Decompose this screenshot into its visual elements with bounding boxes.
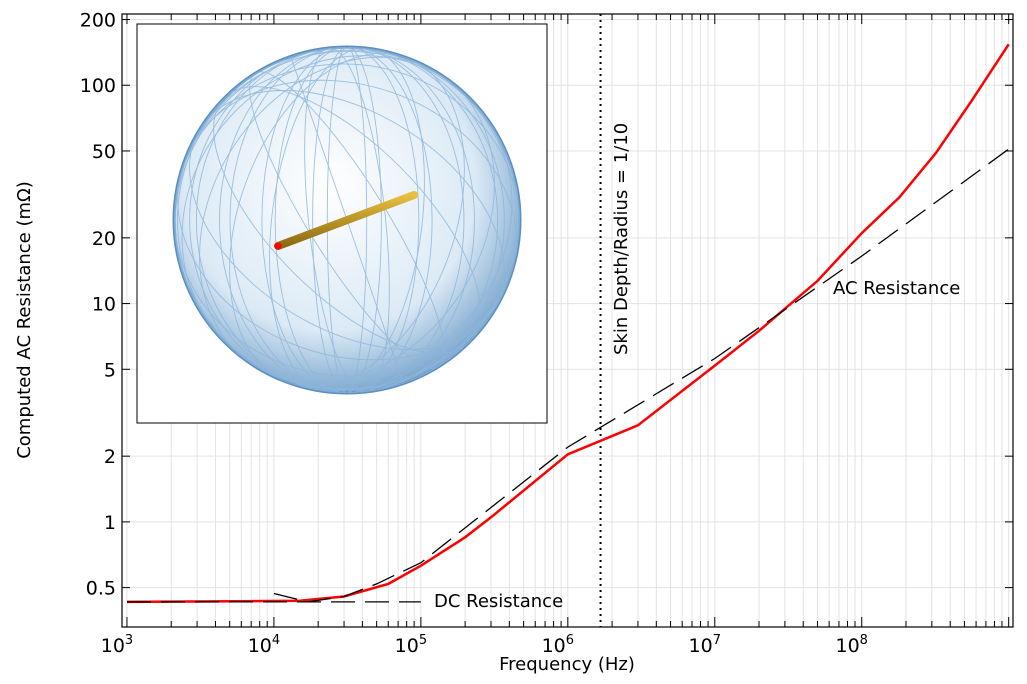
mesh-line	[195, 47, 499, 393]
y-tick-label: 200	[80, 10, 116, 32]
x-tick-label: 106	[542, 633, 574, 657]
y-tick-label: 10	[92, 294, 116, 316]
mesh-line	[189, 90, 505, 350]
x-axis-title: Frequency (Hz)	[499, 654, 635, 675]
x-tick-label: 107	[689, 633, 721, 657]
mesh-line	[229, 47, 465, 393]
annotation-ac-resistance: AC Resistance	[833, 278, 960, 299]
plot-frame	[121, 13, 1014, 628]
vline-label: Skin Depth/Radius = 1/10	[611, 123, 632, 355]
y-tick-label: 5	[104, 359, 116, 381]
mesh-line	[177, 79, 517, 361]
y-tick-label: 0.5	[86, 578, 116, 600]
y-tick-label: 20	[92, 228, 116, 250]
inset-sphere-mesh-image	[136, 23, 548, 424]
x-tick-label: 108	[835, 633, 867, 657]
computed-ac-resistance-line	[126, 43, 1010, 604]
mesh-line	[261, 47, 433, 393]
x-tick-label: 105	[395, 633, 427, 657]
y-tick-label: 50	[92, 141, 116, 163]
mesh-line	[326, 47, 368, 393]
mesh-line	[312, 47, 382, 393]
mesh-line	[189, 47, 505, 393]
axes: 103 104 105 106 107 108 0.5 1 2 5 10 20 50 100 200	[80, 10, 1014, 657]
y-tick-label: 1	[104, 512, 116, 534]
ac-resistance-line	[273, 148, 1010, 603]
wire-rod	[274, 191, 418, 250]
mesh-line	[174, 47, 520, 393]
y-tick-label: 2	[104, 446, 116, 468]
mesh-line	[176, 47, 518, 393]
mesh-line	[219, 47, 475, 393]
mesh-line	[213, 86, 481, 354]
annotation-dc-resistance: DC Resistance	[434, 591, 563, 612]
wire-port-dot	[274, 242, 282, 250]
x-tick-label: 103	[101, 633, 133, 657]
y-axis-title: Computed AC Resistance (mΩ)	[14, 181, 35, 459]
y-tick-label: 100	[80, 75, 116, 97]
series-layer	[126, 14, 1010, 627]
x-tick-label: 104	[248, 633, 280, 657]
mesh-line	[274, 47, 420, 393]
